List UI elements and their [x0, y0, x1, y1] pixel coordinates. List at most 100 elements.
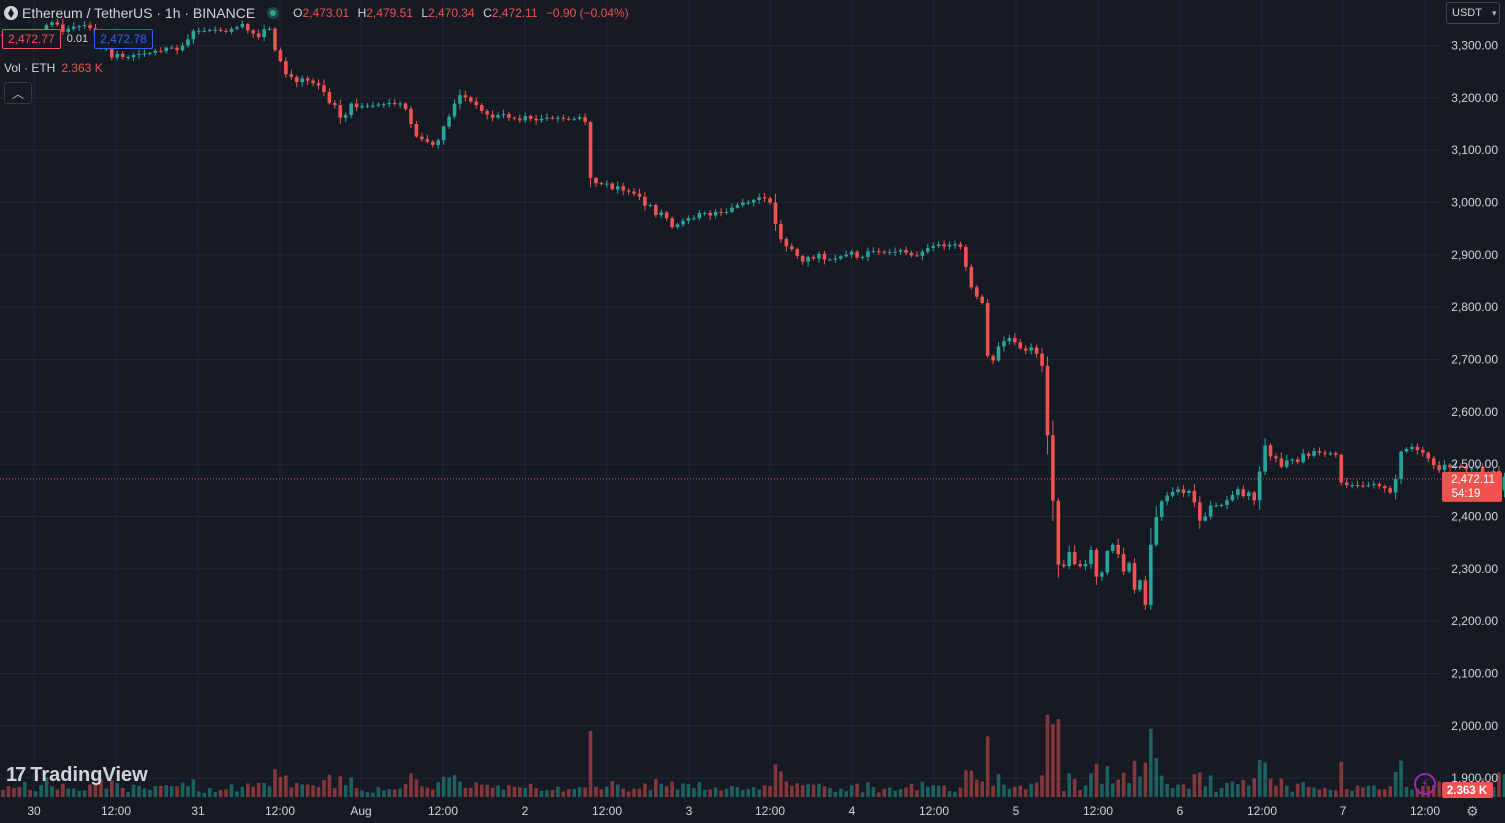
candle-body — [131, 54, 136, 58]
candle-body — [713, 211, 718, 216]
candle-body — [1078, 564, 1082, 567]
volume-bar — [648, 790, 653, 797]
candle-body — [1410, 446, 1414, 449]
spread-value: 0.01 — [66, 33, 89, 45]
candle-body — [757, 197, 761, 200]
gear-icon[interactable]: ⚙ — [1466, 803, 1479, 819]
volume-bar — [1344, 789, 1349, 797]
price-axis-label: 3,200.00 — [1451, 91, 1498, 105]
price-axis-label: 3,000.00 — [1451, 195, 1498, 209]
candle-body — [392, 103, 397, 105]
volume-bar — [991, 785, 995, 797]
ohlc-values: O2,473.01 H2,479.51 L2,470.34 C2,472.11 … — [293, 6, 633, 20]
time-axis[interactable]: 30 12:00 31 12:00 Aug 12:00 2 12:00 3 12:00 4 12:00… — [27, 804, 1440, 818]
candle-body — [588, 121, 593, 178]
volume-bar — [1355, 785, 1360, 797]
candle-body — [322, 85, 326, 93]
candle-body — [632, 191, 636, 194]
time-axis-label: 12:00 — [1247, 804, 1277, 818]
volume-bar — [71, 788, 76, 797]
buy-price-button[interactable]: 2,472.78 — [94, 29, 153, 49]
candle-body — [947, 244, 952, 247]
volume-bar — [246, 783, 250, 797]
volume-bar — [284, 775, 288, 797]
volume-bar — [354, 788, 359, 797]
high-value: 2,479.51 — [366, 6, 413, 20]
candle-body — [267, 28, 272, 30]
candle-body — [1198, 502, 1202, 521]
volume-bar — [599, 789, 604, 797]
candle-body — [376, 104, 381, 106]
candle-body — [1382, 486, 1387, 489]
candle-body — [1121, 554, 1126, 572]
candle-body — [741, 202, 745, 206]
volume-bar — [719, 790, 723, 797]
candle-body — [82, 25, 87, 27]
volume-bar — [120, 787, 125, 797]
candle-body — [621, 186, 625, 191]
price-axis-label: 2,900.00 — [1451, 248, 1498, 262]
volume-bar — [751, 787, 756, 797]
candle-body — [817, 253, 821, 259]
candle-body — [1279, 458, 1284, 467]
candle-body — [958, 244, 963, 247]
candle-body — [1018, 342, 1023, 349]
candle-body — [1464, 466, 1469, 470]
candle-body — [670, 218, 674, 228]
candle-body — [605, 183, 609, 185]
volume-bar — [197, 791, 201, 797]
volume-bar — [659, 783, 664, 797]
candle-body — [153, 50, 158, 53]
candle-body — [1339, 454, 1344, 483]
candle-body — [365, 105, 370, 107]
tradingview-logo[interactable]: 17 TradingView — [6, 764, 148, 787]
candle-body — [719, 211, 723, 213]
volume-bar — [441, 776, 446, 797]
candle-body — [887, 252, 892, 254]
volume-bar — [844, 791, 848, 797]
volume-bar — [795, 783, 800, 797]
candle-body — [871, 251, 876, 253]
tradingview-logo-icon: 17 — [6, 764, 26, 786]
volume-bar — [1306, 786, 1311, 797]
volume-bar — [566, 789, 571, 797]
volume-bar — [784, 781, 789, 797]
candle-body — [311, 80, 315, 84]
symbol-title[interactable]: Ethereum / TetherUS · 1h · BINANCE — [22, 5, 256, 21]
market-status-icon[interactable] — [267, 7, 280, 19]
volume-bar — [1154, 758, 1159, 797]
collapse-legend-button[interactable]: ︿ — [4, 82, 32, 104]
candle-body — [1002, 341, 1006, 347]
volume-bar — [1295, 783, 1300, 797]
candle-body — [1165, 495, 1169, 502]
candle-body — [659, 212, 664, 216]
candle-body — [985, 302, 990, 356]
lightning-icon[interactable]: ⚡ — [1414, 773, 1436, 795]
candle-body — [599, 183, 604, 185]
sell-price-button[interactable]: 2,472.77 — [2, 29, 61, 49]
candle-body — [1350, 485, 1354, 487]
volume-bar — [1246, 785, 1251, 797]
volume-bar — [523, 787, 528, 797]
volume-bar — [55, 789, 60, 797]
volume-bar — [626, 791, 631, 797]
currency-selector[interactable]: USDT ▾ — [1446, 2, 1500, 24]
candle-body — [420, 136, 424, 140]
candle-body — [1328, 453, 1333, 455]
volume-bar — [1252, 778, 1256, 797]
price-axis-label: 2,700.00 — [1451, 352, 1498, 366]
price-axis[interactable]: 3,300.00 3,200.00 3,100.00 3,000.00 2,900.00… — [1451, 39, 1498, 786]
volume-bar — [833, 791, 838, 797]
volume-bar — [164, 785, 168, 797]
volume-bar — [131, 784, 136, 797]
candle-body — [1072, 552, 1077, 565]
volume-bar — [104, 788, 109, 797]
candle-body — [1285, 460, 1289, 467]
volume-bar — [452, 774, 457, 797]
last-price-tag — [1442, 471, 1502, 502]
candle-body — [1334, 453, 1338, 455]
candle-body — [1051, 435, 1055, 501]
volume-bar — [1067, 773, 1072, 797]
volume-bar — [969, 770, 974, 797]
